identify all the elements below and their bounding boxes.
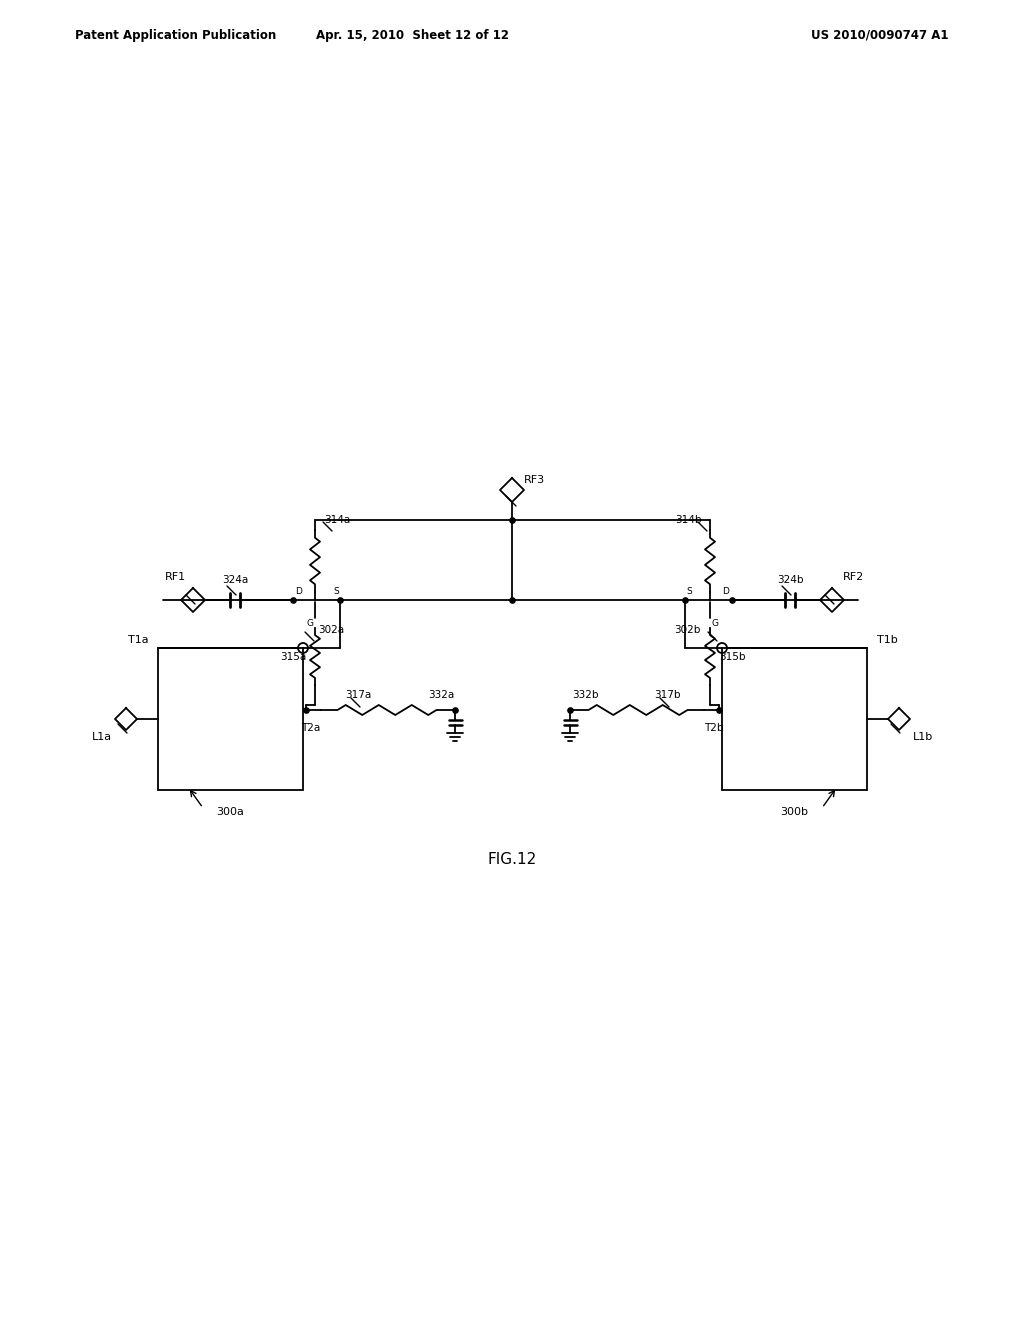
- Text: Apr. 15, 2010  Sheet 12 of 12: Apr. 15, 2010 Sheet 12 of 12: [315, 29, 509, 41]
- Text: G: G: [712, 619, 719, 627]
- Text: T2a: T2a: [301, 723, 321, 733]
- Text: 302a: 302a: [317, 624, 344, 635]
- Text: L1a: L1a: [92, 733, 112, 742]
- Text: D: D: [723, 586, 729, 595]
- Text: S: S: [333, 586, 339, 595]
- Text: G: G: [306, 619, 313, 627]
- Text: L1b: L1b: [912, 733, 933, 742]
- Text: RF2: RF2: [844, 572, 864, 582]
- Text: 317b: 317b: [653, 690, 680, 700]
- Bar: [722, 648, 867, 789]
- Text: 317a: 317a: [345, 690, 371, 700]
- Text: US 2010/0090747 A1: US 2010/0090747 A1: [811, 29, 949, 41]
- Text: 302b: 302b: [674, 624, 700, 635]
- Text: Patent Application Publication: Patent Application Publication: [75, 29, 276, 41]
- Text: 315a: 315a: [280, 652, 306, 661]
- Text: RF1: RF1: [165, 572, 185, 582]
- Text: FIG.12: FIG.12: [487, 853, 537, 867]
- Text: 324a: 324a: [222, 576, 248, 585]
- Text: 300b: 300b: [780, 807, 809, 817]
- Text: S: S: [686, 586, 692, 595]
- Text: 332b: 332b: [571, 690, 598, 700]
- Bar: [158, 648, 303, 789]
- Text: D: D: [296, 586, 302, 595]
- Text: 332a: 332a: [428, 690, 454, 700]
- Text: T1b: T1b: [877, 635, 897, 645]
- Text: RF3: RF3: [523, 475, 545, 484]
- Text: 300a: 300a: [216, 807, 245, 817]
- Text: 324b: 324b: [777, 576, 803, 585]
- Text: T2b: T2b: [705, 723, 724, 733]
- Text: 314b: 314b: [675, 515, 701, 525]
- Text: 314a: 314a: [324, 515, 350, 525]
- Text: 315b: 315b: [719, 652, 745, 661]
- Text: T1a: T1a: [128, 635, 148, 645]
